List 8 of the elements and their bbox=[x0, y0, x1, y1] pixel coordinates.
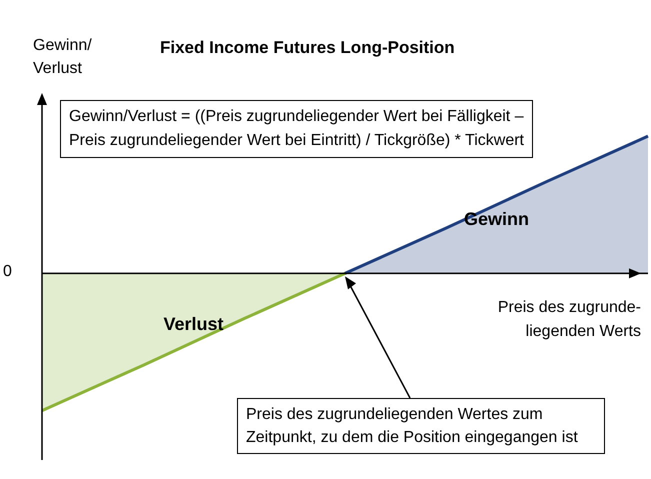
x-axis-title: Preis des zugrunde-liegenden Werts bbox=[496, 298, 641, 342]
text: 0 bbox=[3, 263, 12, 282]
series-label: Verlust bbox=[162, 314, 225, 336]
chart-title: Fixed Income Futures Long-Position bbox=[160, 38, 455, 58]
y-axis-title: Gewinn/ Verlust bbox=[33, 36, 93, 79]
series-label: Gewinn bbox=[462, 208, 530, 230]
annotation: Preis des zugrundeliegenden Wertes zum Zeitpunkt, zu dem die Position eingegangen ist bbox=[237, 398, 605, 454]
annotation: Gewinn/Verlust = ((Preis zugrundeliegender Wert bei Fälligkeit – Preis zugrundeliegender Wert bei Eintritt) / Tickgröße) * Tickwert bbox=[60, 100, 533, 158]
